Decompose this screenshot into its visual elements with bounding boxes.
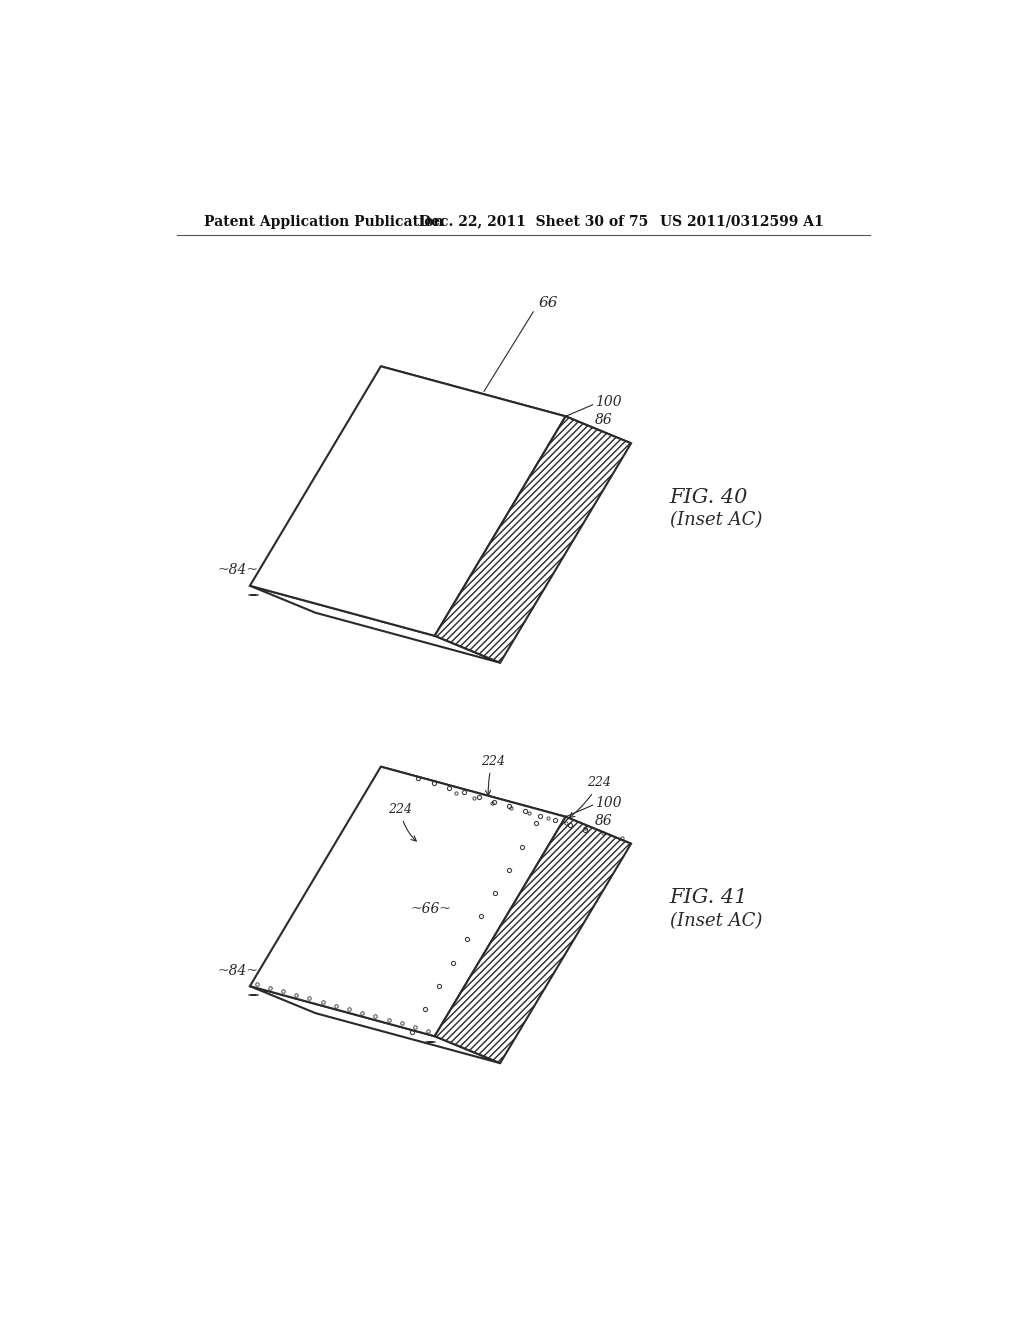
Text: ~84~: ~84~	[218, 564, 259, 577]
Text: ~66~: ~66~	[411, 902, 452, 916]
Polygon shape	[435, 817, 631, 1063]
Text: FIG. 40: FIG. 40	[670, 487, 748, 507]
Text: 224: 224	[481, 755, 505, 796]
Text: Patent Application Publication: Patent Application Publication	[204, 215, 443, 228]
Polygon shape	[381, 367, 631, 444]
Text: 224: 224	[388, 803, 417, 841]
Text: 224: 224	[569, 776, 611, 817]
Text: 86: 86	[595, 813, 612, 828]
Text: 100: 100	[595, 396, 622, 409]
Text: (Inset AC): (Inset AC)	[670, 511, 762, 529]
Polygon shape	[381, 767, 631, 843]
Polygon shape	[435, 416, 631, 663]
Polygon shape	[250, 586, 500, 663]
Text: 66: 66	[539, 296, 558, 310]
Text: Dec. 22, 2011  Sheet 30 of 75: Dec. 22, 2011 Sheet 30 of 75	[419, 215, 648, 228]
Polygon shape	[250, 367, 565, 636]
Text: (Inset AC): (Inset AC)	[670, 912, 762, 929]
Text: ~84~: ~84~	[218, 964, 259, 978]
Text: US 2011/0312599 A1: US 2011/0312599 A1	[660, 215, 824, 228]
Text: FIG. 41: FIG. 41	[670, 888, 748, 907]
Polygon shape	[250, 767, 565, 1036]
Text: 86: 86	[595, 413, 612, 428]
Text: 100: 100	[595, 796, 622, 810]
Polygon shape	[250, 986, 500, 1063]
